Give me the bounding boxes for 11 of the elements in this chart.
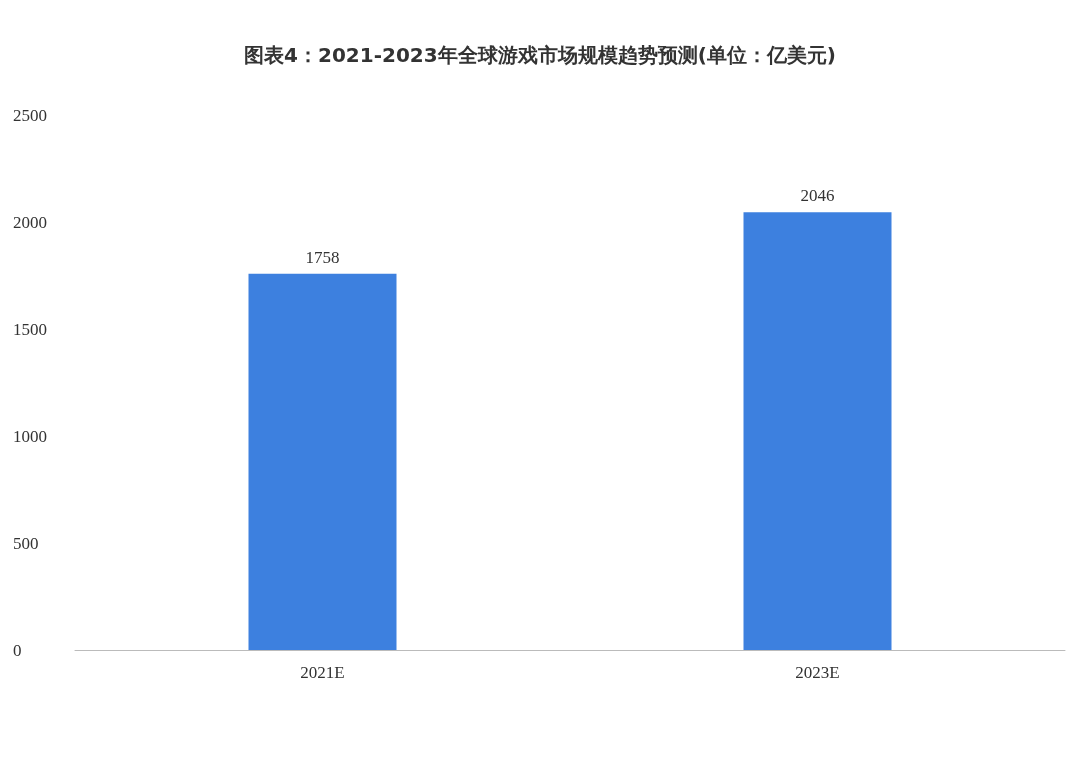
y-tick-label: 2000: [13, 212, 47, 232]
y-tick-label: 500: [13, 533, 39, 553]
y-tick-label: 1000: [13, 426, 47, 446]
chart-title: 图表4：2021-2023年全球游戏市场规模趋势预测(单位：亿美元): [244, 43, 836, 67]
y-tick-label: 1500: [13, 319, 47, 339]
data-label: 2046: [800, 186, 835, 206]
x-tick-label: 2021E: [300, 663, 345, 682]
y-tick-label: 2500: [13, 105, 47, 125]
data-label: 1758: [305, 247, 340, 267]
y-tick-label: 0: [13, 640, 22, 660]
x-tick-label: 2023E: [795, 663, 840, 682]
